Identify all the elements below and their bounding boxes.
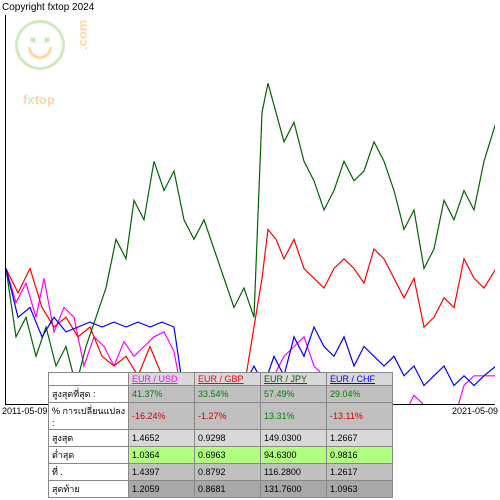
row-label: ต่ำสุด <box>49 447 129 464</box>
data-cell: 33.54% <box>195 386 261 403</box>
data-cell: 1.0963 <box>327 481 393 498</box>
x-axis-end-date: 2021-05-09 <box>452 406 498 416</box>
copyright-text: Copyright fxtop 2024 <box>2 2 94 13</box>
data-cell: 1.2059 <box>129 481 195 498</box>
row-label: สูงสุดที่สุด : <box>49 386 129 403</box>
currency-data-table: EUR / USDEUR / GBPEUR / JPYEUR / CHFสูงส… <box>48 372 393 498</box>
table-row: สูงสุดที่สุด :41.37%33.54%57.49%29.04% <box>49 386 393 403</box>
chart-lines <box>6 15 495 404</box>
data-cell: 149.0300 <box>261 430 327 447</box>
table-row: ต่ำสุด1.03640.696394.63000.9816 <box>49 447 393 464</box>
data-cell: 29.04% <box>327 386 393 403</box>
data-cell: 0.8681 <box>195 481 261 498</box>
data-cell: 0.6963 <box>195 447 261 464</box>
data-cell: 116.2800 <box>261 464 327 481</box>
data-cell: 1.2667 <box>327 430 393 447</box>
data-cell: 1.0364 <box>129 447 195 464</box>
data-cell: 1.4397 <box>129 464 195 481</box>
table-row: สูงสุด1.46520.9298149.03001.2667 <box>49 430 393 447</box>
row-label: สูงสุด <box>49 430 129 447</box>
data-cell: 94.6300 <box>261 447 327 464</box>
data-cell: 0.8792 <box>195 464 261 481</box>
data-cell: 1.4652 <box>129 430 195 447</box>
row-label: ที่ . <box>49 464 129 481</box>
table-corner <box>49 373 129 386</box>
data-cell: 0.9816 <box>327 447 393 464</box>
column-header[interactable]: EUR / JPY <box>261 373 327 386</box>
currency-chart <box>5 15 495 405</box>
column-header[interactable]: EUR / CHF <box>327 373 393 386</box>
row-label: % การเปลี่ยนแปลง : <box>49 403 129 430</box>
data-cell: -13.11% <box>327 403 393 430</box>
data-cell: 131.7600 <box>261 481 327 498</box>
data-cell: 0.9298 <box>195 430 261 447</box>
table-row: % การเปลี่ยนแปลง :-16.24%-1.27%13.31%-13… <box>49 403 393 430</box>
table-row: สุดท้าย1.20590.8681131.76001.0963 <box>49 481 393 498</box>
row-label: สุดท้าย <box>49 481 129 498</box>
table-row: ที่ .1.43970.8792116.28001.2617 <box>49 464 393 481</box>
column-header[interactable]: EUR / GBP <box>195 373 261 386</box>
data-cell: -16.24% <box>129 403 195 430</box>
data-cell: 57.49% <box>261 386 327 403</box>
data-cell: 13.31% <box>261 403 327 430</box>
data-cell: -1.27% <box>195 403 261 430</box>
data-cell: 1.2617 <box>327 464 393 481</box>
data-cell: 41.37% <box>129 386 195 403</box>
x-axis-start-date: 2011-05-09 <box>2 406 47 416</box>
column-header[interactable]: EUR / USD <box>129 373 195 386</box>
series-line <box>6 83 495 385</box>
